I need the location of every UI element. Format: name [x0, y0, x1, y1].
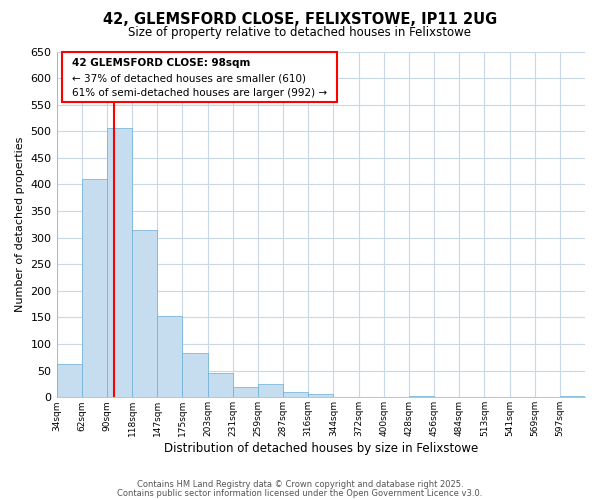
Text: Contains public sector information licensed under the Open Government Licence v3: Contains public sector information licen… [118, 488, 482, 498]
Bar [132, 230, 157, 398]
Bar [107, 128, 132, 398]
Text: 42, GLEMSFORD CLOSE, FELIXSTOWE, IP11 2UG: 42, GLEMSFORD CLOSE, FELIXSTOWE, IP11 2U… [103, 12, 497, 28]
Bar [409, 396, 434, 398]
Text: ← 37% of detached houses are smaller (610): ← 37% of detached houses are smaller (61… [73, 74, 307, 84]
Bar [56, 364, 82, 398]
Bar [157, 316, 182, 398]
FancyBboxPatch shape [62, 52, 337, 102]
Bar [208, 373, 233, 398]
Bar [308, 394, 334, 398]
Bar [258, 384, 283, 398]
Bar [283, 392, 308, 398]
X-axis label: Distribution of detached houses by size in Felixstowe: Distribution of detached houses by size … [164, 442, 478, 455]
Text: 61% of semi-detached houses are larger (992) →: 61% of semi-detached houses are larger (… [73, 88, 328, 98]
Bar [233, 386, 258, 398]
Text: 42 GLEMSFORD CLOSE: 98sqm: 42 GLEMSFORD CLOSE: 98sqm [73, 58, 251, 68]
Bar [82, 179, 107, 398]
Y-axis label: Number of detached properties: Number of detached properties [15, 136, 25, 312]
Bar [182, 352, 208, 398]
Bar [560, 396, 585, 398]
Text: Contains HM Land Registry data © Crown copyright and database right 2025.: Contains HM Land Registry data © Crown c… [137, 480, 463, 489]
Text: Size of property relative to detached houses in Felixstowe: Size of property relative to detached ho… [128, 26, 472, 39]
